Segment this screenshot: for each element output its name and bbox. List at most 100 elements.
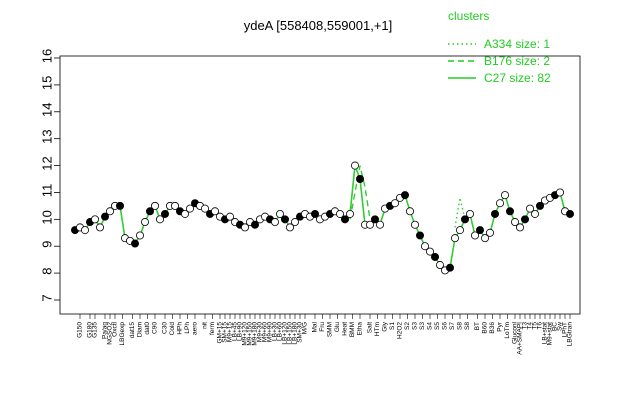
x-tick-label: dat15 bbox=[129, 322, 136, 339]
x-tick-label: S3 bbox=[412, 322, 419, 330]
x-tick-label: C30 bbox=[162, 322, 169, 334]
data-point bbox=[101, 212, 110, 221]
data-point bbox=[160, 209, 169, 218]
data-point bbox=[495, 199, 504, 208]
x-tick-label: Glu bbox=[334, 322, 341, 333]
legend-label: B176 size: 2 bbox=[484, 54, 550, 68]
x-tick-label: AA+SMAPI bbox=[517, 322, 524, 355]
x-tick-label: S1 bbox=[389, 322, 396, 330]
data-point bbox=[170, 201, 179, 210]
data-point bbox=[566, 209, 575, 218]
x-tick-label: Gluconl bbox=[512, 321, 519, 344]
x-tick-label: S5 bbox=[434, 322, 441, 330]
y-tick-label: 16 bbox=[39, 49, 54, 63]
x-tick-label: LoTm bbox=[504, 322, 511, 339]
x-tick-label: M9+120 bbox=[242, 322, 249, 346]
data-point bbox=[450, 234, 459, 243]
x-tick-label: LB+90 bbox=[237, 322, 244, 341]
x-tick-label: G180 bbox=[87, 322, 94, 338]
y-tick-label: 9 bbox=[39, 241, 54, 248]
x-tick-label: T5 bbox=[532, 322, 539, 330]
x-tick-label: Cold bbox=[169, 322, 176, 336]
data-point bbox=[400, 191, 409, 200]
x-tick-label: Fru bbox=[319, 322, 326, 332]
data-point bbox=[340, 215, 349, 224]
data-point bbox=[185, 204, 194, 213]
data-point bbox=[510, 218, 519, 227]
legend-label: C27 size: 82 bbox=[484, 71, 551, 85]
data-point bbox=[430, 252, 439, 261]
x-tick-label: LB+150 bbox=[287, 322, 294, 345]
data-point bbox=[531, 209, 540, 218]
legend-label: A334 size: 1 bbox=[484, 37, 550, 51]
data-point bbox=[130, 239, 139, 248]
x-tick-label: S4 bbox=[427, 322, 434, 330]
data-point bbox=[285, 223, 294, 232]
data-point bbox=[420, 242, 429, 251]
x-tick-label: Etha bbox=[357, 322, 364, 336]
x-tick-label: HTm bbox=[374, 322, 381, 336]
data-point bbox=[290, 218, 299, 227]
data-point bbox=[350, 161, 359, 170]
x-tick-label: SM+30 bbox=[297, 322, 304, 343]
x-tick-label: HPh bbox=[177, 322, 184, 335]
data-point bbox=[516, 223, 525, 232]
plot-frame bbox=[59, 55, 581, 315]
data-point bbox=[490, 209, 499, 218]
data-point bbox=[135, 231, 144, 240]
data-point bbox=[91, 215, 100, 224]
data-point bbox=[445, 263, 454, 272]
x-tick-label: LPh bbox=[184, 322, 191, 334]
x-tick-label: C90 bbox=[152, 322, 159, 334]
x-tick-label: nit bbox=[202, 322, 209, 329]
x-tick-label: LB+120 bbox=[282, 322, 289, 345]
y-tick-label: 8 bbox=[39, 267, 54, 274]
data-point bbox=[556, 188, 565, 197]
y-tick-label: 12 bbox=[39, 156, 54, 170]
data-point bbox=[370, 215, 379, 224]
x-tick-label: LB+60 bbox=[277, 322, 284, 341]
data-point bbox=[415, 231, 424, 240]
data-point bbox=[455, 226, 464, 235]
x-tick-label: M9+15 bbox=[227, 322, 234, 342]
data-point bbox=[355, 174, 364, 183]
x-tick-label: aero bbox=[192, 322, 199, 335]
legend: clusters A334 size: 1 B176 size: 2 C27 siz… bbox=[448, 9, 551, 85]
x-tick-label: Diam bbox=[137, 322, 144, 337]
legend-title: clusters bbox=[448, 9, 489, 23]
data-point bbox=[116, 201, 125, 210]
data-point bbox=[460, 215, 469, 224]
x-tick-label: M9+180 bbox=[252, 322, 259, 346]
x-tick-label: LB+180 bbox=[292, 322, 299, 345]
x-tick-label: T6 bbox=[537, 322, 544, 330]
data-point bbox=[365, 220, 374, 229]
x-tick-label: LB+stat bbox=[542, 322, 549, 344]
y-tick-label: 15 bbox=[39, 76, 54, 90]
series-line bbox=[349, 165, 371, 220]
x-tick-label: Sw bbox=[557, 322, 564, 331]
x-tick-label: Pa/aq bbox=[102, 322, 109, 339]
x-tick-label: Gly bbox=[382, 321, 389, 332]
data-point bbox=[505, 207, 514, 216]
x-tick-label: S3 bbox=[419, 322, 426, 330]
data-point bbox=[106, 207, 115, 216]
data-point bbox=[140, 218, 149, 227]
data-point bbox=[465, 209, 474, 218]
x-tick-label: M9+stat bbox=[547, 322, 554, 345]
data-point bbox=[200, 204, 209, 213]
data-point bbox=[250, 220, 259, 229]
x-tick-label: M9+90 bbox=[267, 322, 274, 342]
data-point bbox=[240, 223, 249, 232]
data-point bbox=[521, 215, 530, 224]
data-point bbox=[270, 218, 279, 227]
data-point bbox=[280, 215, 289, 224]
data-point bbox=[480, 234, 489, 243]
x-tick-label: ferm bbox=[209, 322, 216, 335]
x-tick-label: S2 bbox=[404, 322, 411, 330]
x-tick-label: S8 bbox=[464, 322, 471, 330]
x-tick-label: BMM bbox=[349, 322, 356, 337]
series-line bbox=[454, 197, 466, 228]
